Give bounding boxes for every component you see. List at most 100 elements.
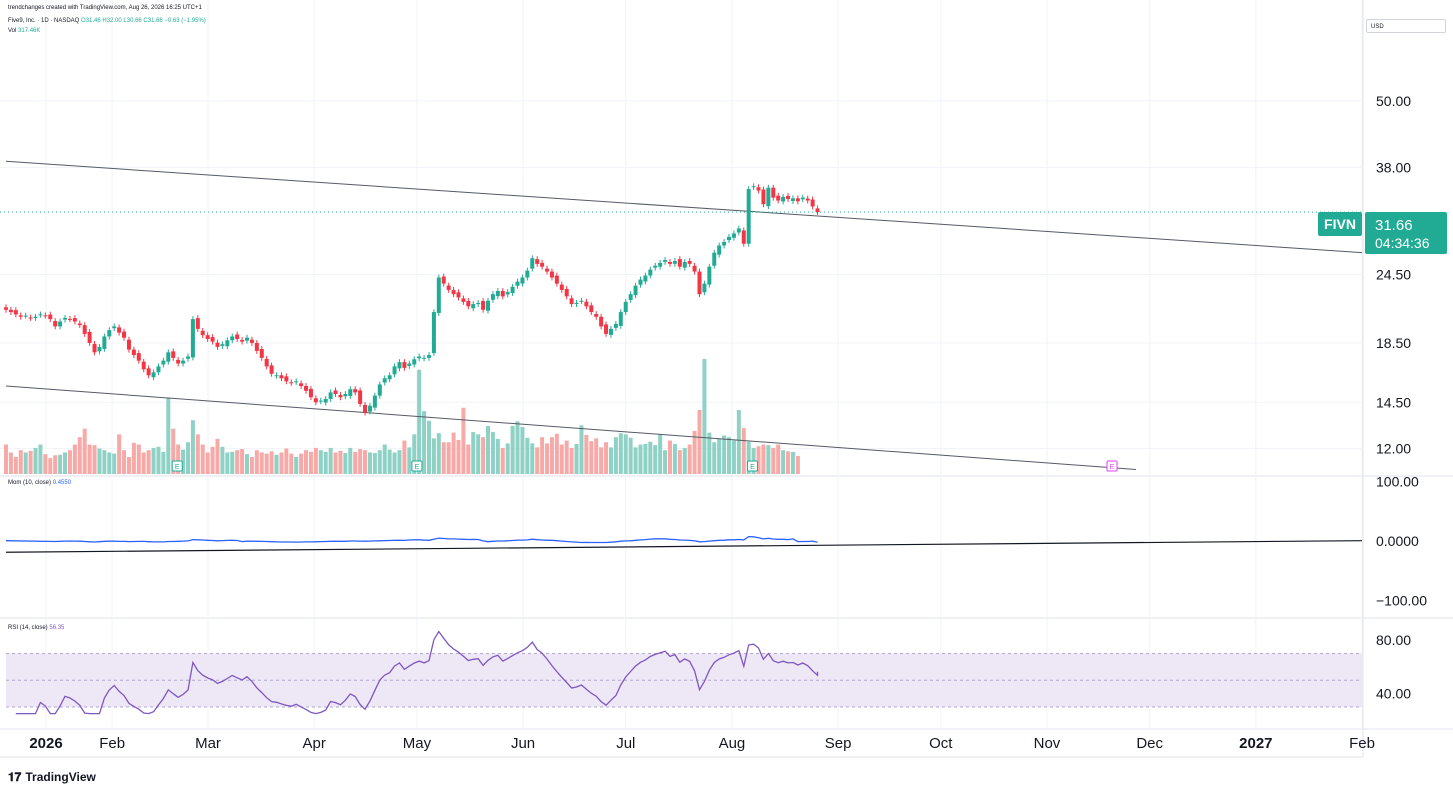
tradingview-mark-icon: 𝟏𝟕 <box>8 770 22 784</box>
candle-body <box>215 342 220 347</box>
volume-bar <box>23 452 28 474</box>
candle-body <box>48 314 53 320</box>
candle-body <box>648 269 653 276</box>
candle-body <box>633 285 638 296</box>
trendline <box>5 160 1363 254</box>
candle-body <box>476 302 481 305</box>
volume-bar <box>741 428 746 474</box>
volume-bar <box>87 444 92 474</box>
volume-bar <box>574 443 579 474</box>
candle-body <box>559 284 564 290</box>
candle-body <box>102 336 107 349</box>
volume-bar <box>97 448 102 474</box>
candle-body <box>584 301 589 307</box>
time-tick-label: Nov <box>1034 735 1061 752</box>
volume-bar <box>171 428 176 474</box>
volume-bar <box>230 451 235 474</box>
candle-body <box>776 195 781 201</box>
volume-bar <box>692 430 697 474</box>
volume-bar <box>254 450 259 474</box>
volume-bar <box>156 446 161 474</box>
candle-body <box>594 314 599 317</box>
volume-bar <box>161 451 166 474</box>
volume-bar <box>549 437 554 474</box>
volume-value: 317.46K <box>18 28 41 34</box>
candle-body <box>495 290 500 297</box>
volume-bar <box>367 452 372 474</box>
symbol-price-label: FIVN <box>1318 212 1362 236</box>
volume-bar <box>471 432 476 474</box>
volume-bar <box>441 442 446 474</box>
time-tick-label: Oct <box>929 735 953 752</box>
volume-bar <box>520 426 525 474</box>
earnings-badge <box>1106 460 1118 472</box>
volume-bar <box>486 425 491 474</box>
candle-body <box>500 290 505 297</box>
candle-body <box>805 198 810 201</box>
momentum-value: 0.4550 <box>52 480 72 486</box>
tradingview-logo[interactable]: 𝟏𝟕 TradingView <box>8 770 96 785</box>
volume-bar <box>505 443 510 474</box>
currency-selector[interactable]: USD <box>1366 19 1446 33</box>
candle-body <box>353 389 358 393</box>
candle-body <box>107 330 112 337</box>
volume-bar <box>220 446 225 474</box>
volume-bar <box>38 444 43 474</box>
candle-body <box>269 365 274 374</box>
earnings-label: E <box>415 464 420 471</box>
volume-bar <box>358 449 363 474</box>
volume-bar <box>604 442 609 474</box>
candle-body <box>161 360 166 365</box>
price-tick-label: 14.50 <box>1376 394 1411 410</box>
volume-bar <box>107 452 112 474</box>
volume-bar <box>697 409 702 474</box>
candle-body <box>451 289 456 295</box>
volume-bar <box>48 458 53 474</box>
volume-bar <box>584 434 589 474</box>
volume-bar <box>717 438 722 474</box>
time-tick-label: Dec <box>1136 735 1163 752</box>
candle-body <box>274 375 279 377</box>
volume-bar <box>628 437 633 474</box>
volume-bar <box>451 432 456 474</box>
candle-body <box>569 298 574 305</box>
candle-body <box>407 363 412 366</box>
candle-body <box>727 236 732 241</box>
candle-body <box>481 301 486 310</box>
volume-bar <box>13 457 18 474</box>
time-tick-label: Feb <box>1349 735 1375 752</box>
volume-bar <box>658 434 663 474</box>
volume-bar <box>117 434 122 474</box>
price-tick-label: 50.00 <box>1376 93 1411 109</box>
volume-bar <box>490 432 495 474</box>
candle-body <box>672 260 677 264</box>
mom-line <box>5 535 818 544</box>
volume-bar <box>58 454 63 474</box>
candle-body <box>343 394 348 397</box>
volume-bar <box>397 450 402 474</box>
volume-bar <box>141 452 146 474</box>
candle-body <box>377 384 382 396</box>
volume-bar <box>205 452 210 474</box>
volume-bars <box>4 359 800 474</box>
candle-body <box>800 197 805 200</box>
candle-body <box>43 315 48 317</box>
time-tick-label: 2026 <box>29 735 62 752</box>
rsi-value: 56.35 <box>49 625 65 631</box>
candle-body <box>225 340 230 347</box>
volume-bar <box>771 447 776 474</box>
candle-body <box>574 302 579 305</box>
candle-body <box>687 260 692 264</box>
volume-bar <box>500 447 505 474</box>
volume-bar <box>18 450 23 474</box>
candle-body <box>171 351 176 358</box>
volume-bar <box>151 447 156 474</box>
volume-bar <box>245 454 250 474</box>
candle-body <box>181 360 186 364</box>
candle-body <box>731 233 736 238</box>
volume-bar <box>731 440 736 474</box>
volume-bar <box>284 448 289 474</box>
candle-body <box>741 230 746 244</box>
volume-bar <box>633 447 638 474</box>
